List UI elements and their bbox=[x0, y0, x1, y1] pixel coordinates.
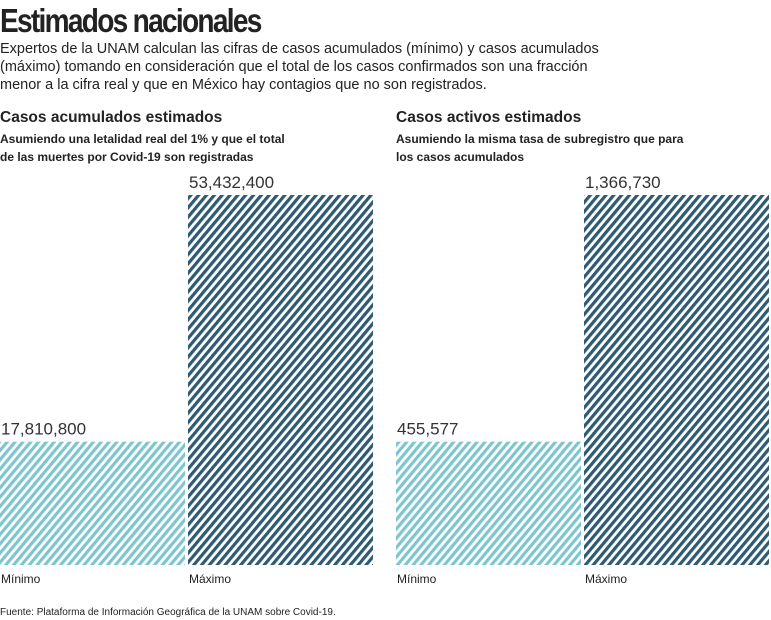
value-label: 53,432,400 bbox=[189, 173, 274, 192]
bar bbox=[0, 441, 185, 565]
category-label: Máximo bbox=[189, 572, 231, 586]
value-label: 17,810,800 bbox=[1, 420, 86, 439]
page-title: Estimados nacionales bbox=[0, 2, 262, 39]
source: Fuente: Plataforma de Información Geográ… bbox=[0, 607, 336, 618]
category-label: Mínimo bbox=[1, 572, 41, 586]
bar bbox=[188, 195, 373, 565]
bar bbox=[396, 441, 581, 565]
value-label: 455,577 bbox=[397, 420, 458, 439]
chart-title: Casos acumulados estimados bbox=[0, 109, 223, 126]
chart-subtitle: Asumiendo la misma tasa de subregistro q… bbox=[396, 132, 684, 164]
category-label: Mínimo bbox=[397, 572, 437, 586]
value-label: 1,366,730 bbox=[585, 173, 661, 192]
chart-title: Casos activos estimados bbox=[396, 109, 582, 126]
description: Expertos de la UNAM calculan las cifras … bbox=[0, 41, 599, 93]
bar bbox=[584, 195, 769, 565]
chart-subtitle: Asumiendo una letalidad real del 1% y qu… bbox=[0, 132, 285, 164]
category-label: Máximo bbox=[585, 572, 627, 586]
